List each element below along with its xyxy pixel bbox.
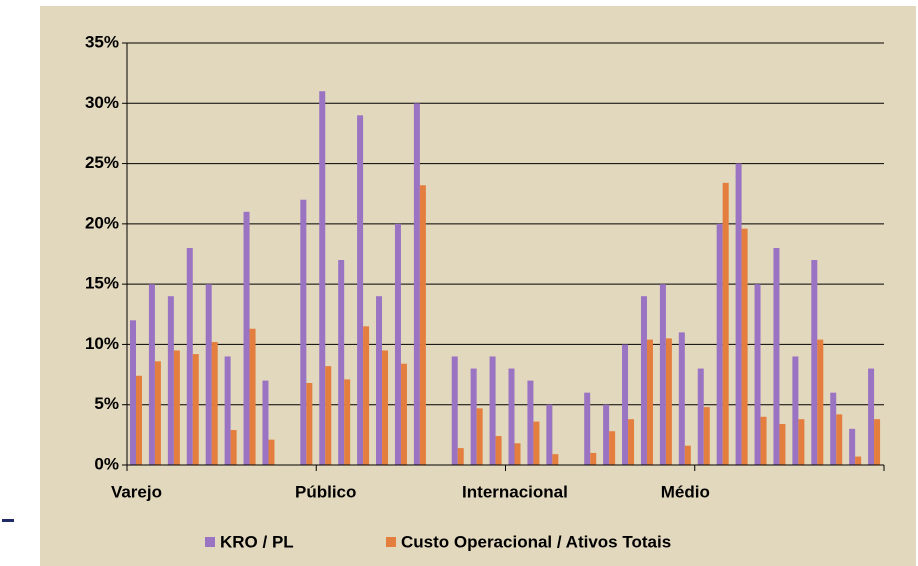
bar xyxy=(300,199,307,465)
y-tick-label: 25% xyxy=(85,153,119,172)
bar xyxy=(760,416,767,465)
bar xyxy=(319,91,326,465)
bar xyxy=(173,350,180,465)
bar xyxy=(722,182,729,465)
bar xyxy=(136,375,142,465)
fragment xyxy=(2,519,14,522)
bar xyxy=(716,223,723,465)
bar xyxy=(243,211,250,465)
bar xyxy=(230,430,237,465)
bar xyxy=(533,421,540,465)
bar xyxy=(855,456,862,465)
y-tick-label: 15% xyxy=(85,274,119,293)
bar xyxy=(262,380,269,465)
bar xyxy=(382,350,389,465)
bar xyxy=(836,414,843,465)
y-tick-label: 35% xyxy=(85,32,119,51)
bar xyxy=(508,368,515,465)
bar xyxy=(205,284,212,465)
bar xyxy=(211,342,218,465)
x-tick-label: Varejo xyxy=(111,482,162,501)
bar xyxy=(811,260,818,465)
bar xyxy=(773,247,780,465)
bar xyxy=(451,356,458,465)
bar xyxy=(754,284,761,465)
bar xyxy=(495,436,502,465)
bar xyxy=(470,368,477,465)
bar xyxy=(130,320,136,465)
bar xyxy=(268,439,275,465)
y-tick-label: 10% xyxy=(85,334,119,353)
bar xyxy=(338,260,345,465)
bar xyxy=(798,419,805,465)
x-tick-label: Público xyxy=(295,482,356,501)
bar xyxy=(306,383,313,465)
bar xyxy=(779,424,786,465)
x-tick-label: Médio xyxy=(661,482,710,501)
chart-background xyxy=(40,6,916,566)
y-tick-label: 5% xyxy=(94,394,119,413)
bar xyxy=(678,332,685,465)
bar xyxy=(874,419,881,465)
bar xyxy=(628,419,635,465)
bar xyxy=(357,115,364,465)
legend-swatch xyxy=(386,537,396,547)
bar xyxy=(622,344,629,465)
bar xyxy=(167,296,174,465)
bar xyxy=(684,445,691,465)
bar xyxy=(186,247,193,465)
bar xyxy=(665,338,672,465)
bar xyxy=(457,448,464,465)
bar xyxy=(224,356,231,465)
bar xyxy=(394,223,401,465)
bar xyxy=(697,368,704,465)
y-tick-label: 0% xyxy=(94,454,119,473)
bar xyxy=(792,356,799,465)
legend-swatch xyxy=(205,537,215,547)
bar xyxy=(419,185,426,465)
y-tick-label: 20% xyxy=(85,213,119,232)
bar xyxy=(413,103,420,466)
bar xyxy=(849,428,856,465)
y-tick-label: 30% xyxy=(85,93,119,112)
bar xyxy=(344,379,351,465)
bar xyxy=(603,404,610,465)
bar xyxy=(703,407,710,465)
bar xyxy=(514,443,521,465)
bar xyxy=(489,356,496,465)
bar xyxy=(325,366,332,465)
bar xyxy=(868,368,875,465)
bar xyxy=(590,452,597,465)
bar xyxy=(249,328,256,465)
bar xyxy=(527,380,534,465)
bar xyxy=(192,354,199,465)
bar xyxy=(552,454,559,465)
bar xyxy=(609,431,616,465)
bar xyxy=(546,404,553,465)
bar xyxy=(363,326,370,465)
bar xyxy=(659,284,666,465)
bar xyxy=(741,228,748,465)
bar xyxy=(646,339,653,465)
legend-label: Custo Operacional / Ativos Totais xyxy=(401,532,671,551)
bar xyxy=(148,284,155,465)
bar xyxy=(584,392,591,465)
bar xyxy=(735,163,742,466)
legend-label: KRO / PL xyxy=(220,532,294,551)
bar xyxy=(640,296,647,465)
bar xyxy=(154,361,161,465)
bar xyxy=(476,408,483,465)
bar xyxy=(376,296,383,465)
bar xyxy=(817,339,824,465)
bar xyxy=(400,363,407,465)
x-tick-label: Internacional xyxy=(462,482,568,501)
bar xyxy=(830,392,837,465)
